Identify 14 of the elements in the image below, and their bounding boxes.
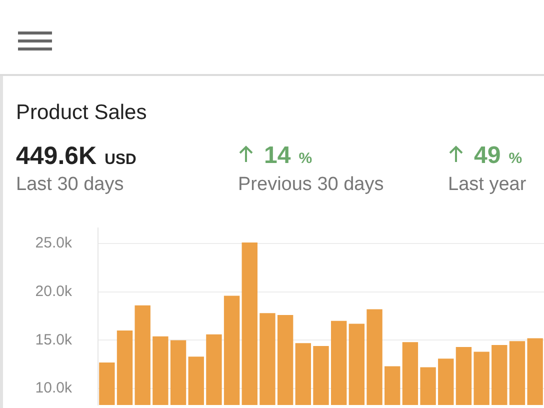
text: Previous 30 days	[238, 174, 384, 196]
text: 449.6K	[16, 142, 97, 171]
text: Last 30 days	[16, 174, 125, 196]
text: USD	[104, 151, 136, 168]
y-tick-label: 25.0k	[35, 234, 72, 252]
chart-title: Product Sales	[16, 101, 147, 125]
text: 49	[474, 142, 501, 170]
text: %	[508, 150, 522, 167]
y-tick-label: 10.0k	[35, 380, 72, 397]
text: %	[298, 150, 312, 167]
text: 14	[264, 142, 291, 170]
y-tick-label: 15.0k	[35, 331, 72, 348]
text: Last year	[448, 174, 526, 196]
y-tick-label: 20.0k	[35, 282, 72, 300]
